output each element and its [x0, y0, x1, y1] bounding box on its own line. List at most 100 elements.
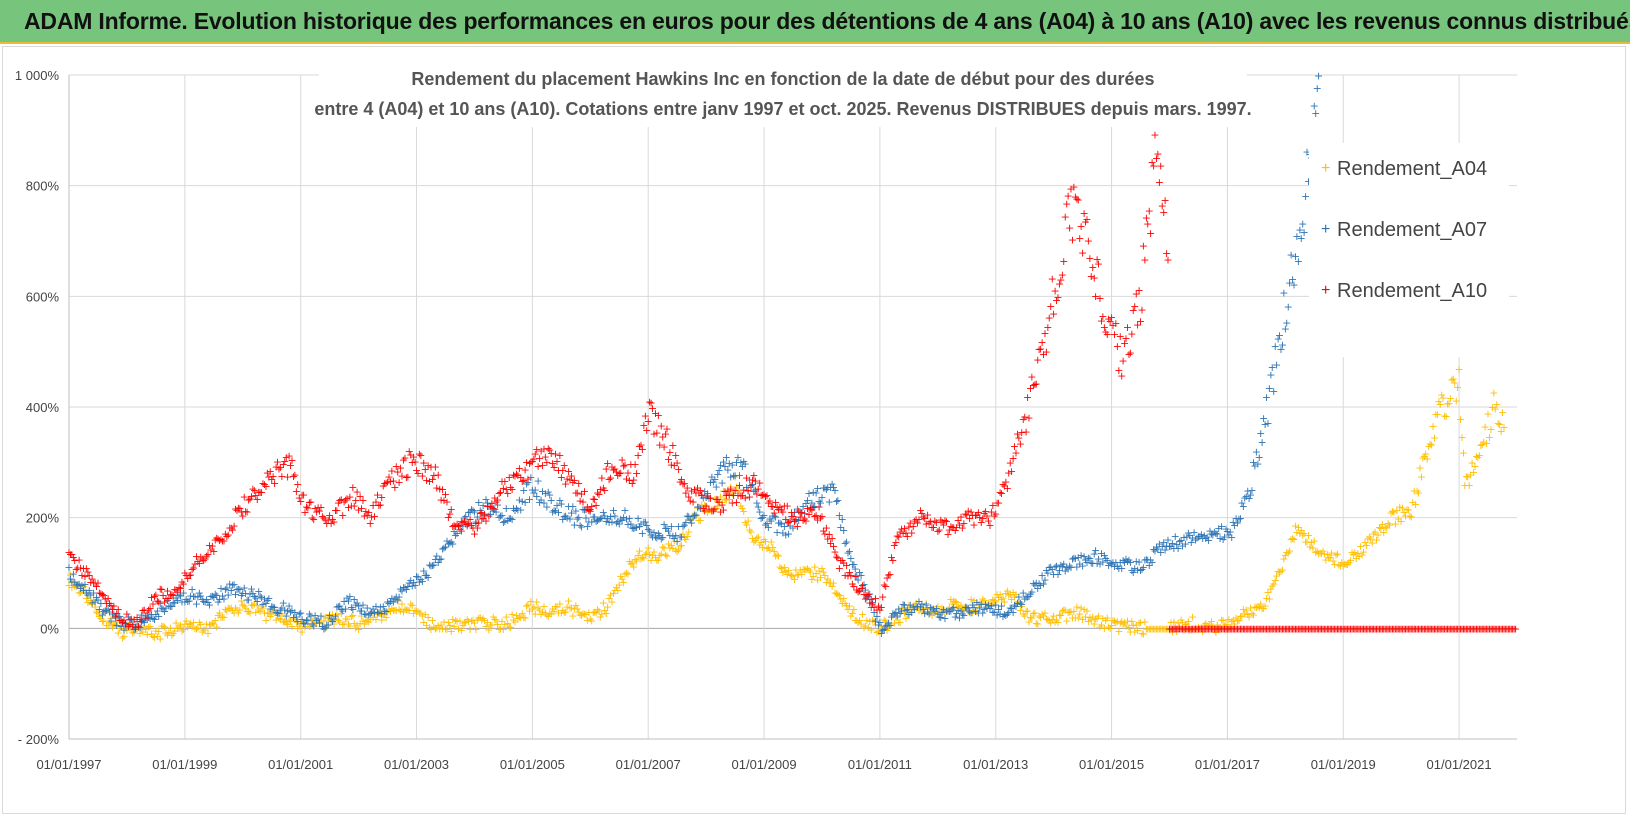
data-point: + — [771, 511, 780, 524]
data-point: + — [854, 573, 863, 586]
data-point: + — [521, 496, 530, 509]
data-point: + — [1026, 611, 1035, 624]
data-point: + — [1302, 535, 1311, 548]
data-point: + — [244, 605, 253, 618]
data-point: + — [266, 603, 275, 616]
data-point: + — [930, 604, 939, 617]
data-point: + — [1178, 539, 1187, 552]
data-point: + — [898, 598, 907, 611]
data-point: + — [859, 621, 868, 634]
data-point: + — [1273, 333, 1282, 346]
data-point: + — [813, 573, 822, 586]
data-point: + — [534, 474, 543, 487]
data-point: + — [966, 606, 975, 619]
data-point: + — [922, 599, 931, 612]
grid-lines — [68, 74, 1517, 740]
data-point: + — [1330, 558, 1339, 571]
data-point: + — [933, 600, 942, 613]
data-point: + — [649, 546, 658, 559]
data-point: + — [1368, 537, 1377, 550]
data-point: + — [1266, 583, 1275, 596]
data-point: + — [460, 512, 469, 525]
data-point: + — [1188, 610, 1197, 623]
data-point: + — [1175, 535, 1184, 548]
data-point: + — [451, 614, 460, 627]
data-point: + — [1121, 552, 1130, 565]
data-point: + — [1269, 578, 1278, 591]
data-point: + — [673, 535, 682, 548]
data-point: + — [869, 615, 878, 628]
data-point: + — [982, 602, 991, 615]
data-point: + — [1482, 437, 1491, 450]
data-point: + — [532, 595, 541, 608]
data-point: + — [573, 512, 582, 525]
data-point: + — [788, 570, 797, 583]
data-point: + — [904, 608, 913, 621]
data-point: + — [309, 614, 318, 627]
data-point: + — [1456, 413, 1465, 426]
data-point: + — [864, 621, 873, 634]
data-point: + — [716, 459, 725, 472]
data-point: + — [1204, 534, 1213, 547]
data-point: + — [554, 606, 563, 619]
data-point: + — [1363, 532, 1372, 545]
data-point: + — [1045, 561, 1054, 574]
data-point: + — [586, 612, 595, 625]
data-point: + — [1234, 513, 1243, 526]
data-point: + — [1158, 622, 1167, 635]
data-point: + — [141, 623, 150, 636]
data-point: + — [920, 606, 929, 619]
data-point: + — [1246, 601, 1255, 614]
data-point: + — [1342, 558, 1351, 571]
data-point: + — [523, 472, 532, 485]
data-point: + — [906, 599, 915, 612]
data-point: + — [1116, 556, 1125, 569]
data-point: + — [402, 583, 411, 596]
data-point: + — [1092, 612, 1101, 625]
data-point: + — [1301, 190, 1310, 203]
data-point: + — [1027, 611, 1036, 624]
y-tick-label: 600% — [26, 289, 60, 304]
data-point: + — [529, 600, 538, 613]
data-point: + — [1343, 558, 1352, 571]
data-point: + — [1314, 547, 1323, 560]
data-point: + — [1056, 558, 1065, 571]
data-point: + — [580, 503, 589, 516]
data-point: + — [247, 599, 256, 612]
x-tick-label: 01/01/2015 — [1079, 757, 1144, 772]
data-point: + — [229, 578, 238, 591]
data-point: + — [906, 606, 915, 619]
data-point: + — [762, 517, 771, 530]
data-point: + — [138, 625, 147, 638]
data-point: + — [1260, 600, 1269, 613]
data-point: + — [170, 596, 179, 609]
data-point: + — [1124, 553, 1133, 566]
data-point: + — [845, 600, 854, 613]
data-point: + — [635, 520, 644, 533]
data-point: + — [977, 598, 986, 611]
data-point: + — [1491, 403, 1500, 416]
data-point: + — [1191, 533, 1200, 546]
data-point: + — [1208, 620, 1217, 633]
data-point: + — [397, 598, 406, 611]
data-point: + — [351, 598, 360, 611]
data-point: + — [1059, 255, 1068, 268]
data-point: + — [1050, 561, 1059, 574]
data-point: + — [628, 556, 637, 569]
data-point: + — [1085, 611, 1094, 624]
data-point: + — [1004, 589, 1013, 602]
data-point: + — [812, 567, 821, 580]
data-point: + — [348, 609, 357, 622]
data-point: + — [1023, 590, 1032, 603]
data-point: + — [379, 600, 388, 613]
data-point: + — [1006, 601, 1015, 614]
data-point: + — [754, 530, 763, 543]
data-point: + — [1121, 619, 1130, 632]
data-point: + — [273, 606, 282, 619]
data-point: + — [639, 516, 648, 529]
data-point: + — [428, 559, 437, 572]
data-point: + — [119, 630, 128, 643]
data-point: + — [580, 608, 589, 621]
data-point: + — [709, 503, 718, 516]
data-point: + — [703, 506, 712, 519]
